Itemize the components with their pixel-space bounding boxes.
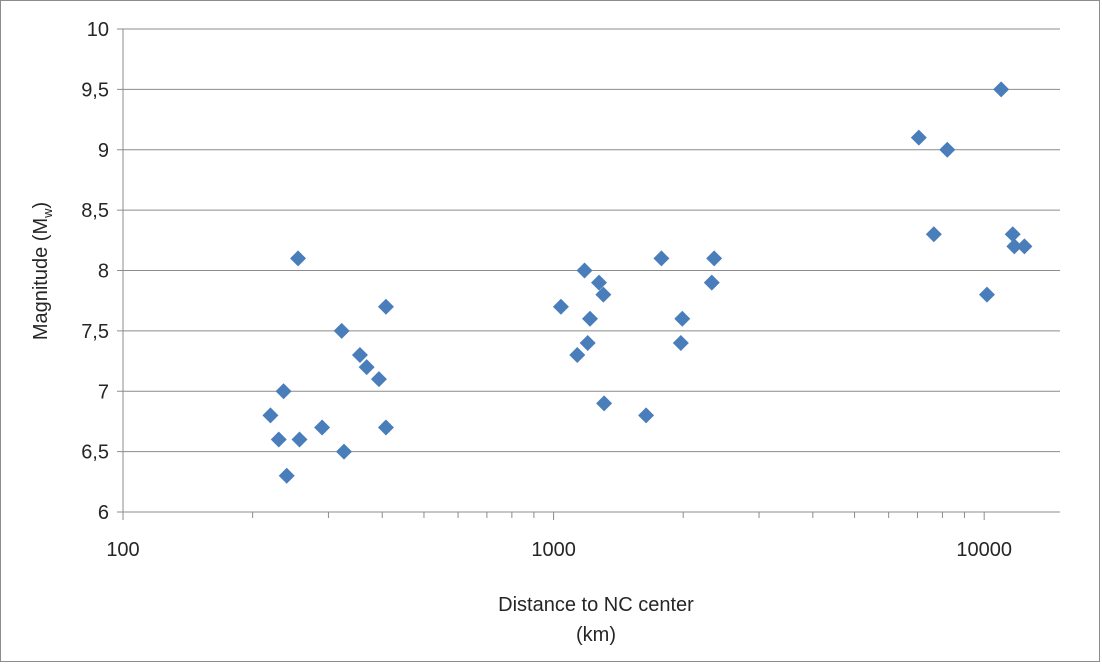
data-point (291, 431, 308, 448)
data-point (1004, 226, 1021, 243)
x-tick-labels: 100 1000 10000 (106, 539, 1012, 561)
data-point (591, 274, 608, 291)
data-point (290, 250, 307, 267)
data-point (595, 286, 612, 303)
data-point (993, 81, 1010, 98)
y-tick-label: 7,5 (81, 321, 109, 343)
data-point (579, 334, 596, 351)
data-point (1016, 238, 1033, 255)
y-axis-label-main: Magnitude (M (30, 218, 52, 340)
data-point (706, 250, 723, 267)
data-point (576, 262, 593, 279)
x-axis-label-line2: (km) (576, 624, 616, 646)
data-point (703, 274, 720, 291)
data-point (262, 407, 279, 424)
data-point (314, 419, 331, 436)
data-point (596, 395, 613, 412)
data-point (377, 419, 394, 436)
data-point (370, 371, 387, 388)
data-point (653, 250, 670, 267)
data-points (262, 81, 1033, 484)
data-point (672, 334, 689, 351)
data-point (925, 226, 942, 243)
y-tick-labels: 6 6,5 7 7,5 8 8,5 9 9,5 10 (81, 19, 109, 524)
grid-lines (123, 28, 1060, 453)
axes (117, 28, 1060, 520)
y-tick-label: 8,5 (81, 200, 109, 222)
x-tick-label: 10000 (956, 539, 1012, 561)
data-point (358, 359, 375, 376)
data-point (939, 141, 956, 158)
x-axis-label-line1: Distance to NC center (498, 594, 694, 616)
data-point (333, 322, 350, 339)
data-point (1006, 238, 1023, 255)
data-point (978, 286, 995, 303)
y-tick-label: 9 (98, 140, 109, 162)
y-tick-label: 6 (98, 502, 109, 524)
data-point (270, 431, 287, 448)
data-point (638, 407, 655, 424)
data-point (569, 347, 586, 364)
x-tick-label: 1000 (531, 539, 576, 561)
data-point (552, 298, 569, 315)
data-point (674, 310, 691, 327)
data-point (351, 347, 368, 364)
y-tick-label: 6,5 (81, 442, 109, 464)
x-tick-label: 100 (106, 539, 139, 561)
y-tick-label: 10 (87, 19, 109, 41)
y-axis-label-close: ) (30, 202, 52, 209)
y-axis-label-subscript: w (40, 208, 55, 219)
y-tick-label: 9,5 (81, 79, 109, 101)
data-point (377, 298, 394, 315)
data-point (582, 310, 599, 327)
data-point (275, 383, 292, 400)
data-point (278, 467, 295, 484)
y-tick-label: 7 (98, 381, 109, 403)
data-point (910, 129, 927, 146)
y-tick-label: 8 (98, 261, 109, 283)
y-axis-label: Magnitude (Mw) (30, 202, 55, 340)
data-point (335, 443, 352, 460)
